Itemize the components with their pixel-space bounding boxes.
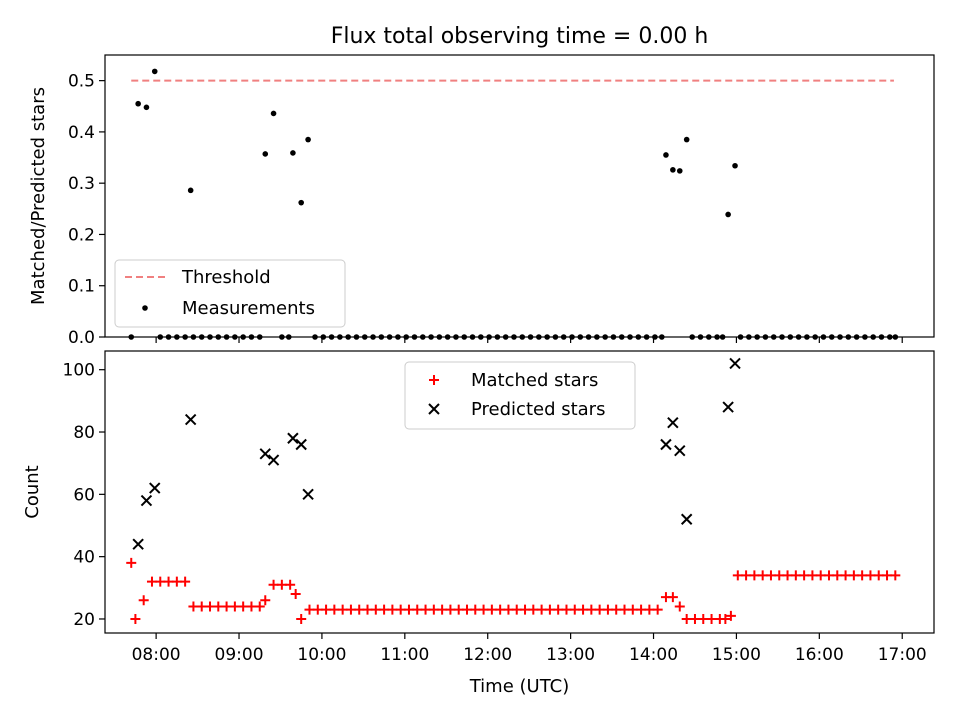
predicted-stars-point <box>660 438 672 451</box>
bottom-y-ticks: 20 40 60 80 100 <box>63 361 105 630</box>
top-panel: Flux total observing time = 0.00 h Match… <box>28 24 935 348</box>
bottom-ylabel: Count <box>22 465 43 518</box>
matched-stars-point <box>254 601 265 612</box>
predicted-stars-point <box>667 416 679 429</box>
matched-stars-point <box>890 570 901 581</box>
y-tick-label: 100 <box>63 361 95 381</box>
measurement-point <box>298 199 304 206</box>
measurement-point <box>732 162 738 169</box>
predicted-stars-point <box>287 432 299 444</box>
top-y-ticks: 0.0 0.1 0.2 0.3 0.4 0.5 <box>68 72 105 348</box>
bottom-legend: Matched stars Predicted stars <box>404 361 636 430</box>
y-tick-label: 0.3 <box>68 174 95 194</box>
bottom-plot-marks <box>126 357 901 624</box>
predicted-stars-point <box>680 513 693 525</box>
matched-stars-point <box>285 579 296 590</box>
matched-stars-point <box>296 613 307 624</box>
x-tick-label: 08:00 <box>132 645 181 665</box>
measurement-point <box>676 168 683 174</box>
bottom-x-ticks: 08:00 09:00 10:00 11:00 12:00 13:00 14:00 15:00… <box>132 633 927 665</box>
measurement-point <box>151 68 158 75</box>
bottom-axes-frame <box>104 350 935 634</box>
measurement-point <box>187 187 194 194</box>
predicted-stars-point <box>302 488 314 501</box>
x-tick-label: 14:00 <box>629 645 678 665</box>
x-tick-label: 09:00 <box>215 645 264 665</box>
y-tick-label: 0.2 <box>68 225 95 245</box>
legend-measurements-label: Measurements <box>182 298 315 319</box>
x-tick-label: 15:00 <box>712 645 761 665</box>
matched-stars-point <box>652 604 663 615</box>
matched-stars-point <box>138 595 149 606</box>
measurement-point <box>670 167 676 173</box>
legend-predicted-swatch <box>428 403 440 415</box>
predicted-stars-point <box>674 445 686 457</box>
matched-stars-point <box>674 601 685 612</box>
measurement-point <box>663 152 669 158</box>
x-tick-label: 11:00 <box>380 645 429 665</box>
matched-stars-point <box>667 592 678 603</box>
x-tick-label: 12:00 <box>463 645 512 665</box>
x-tick-label: 10:00 <box>297 645 346 665</box>
x-tick-label: 17:00 <box>878 645 927 665</box>
measurement-point <box>270 110 277 117</box>
y-tick-label: 0.1 <box>68 277 95 297</box>
predicted-stars-point <box>259 448 271 460</box>
legend-predicted-label: Predicted stars <box>471 399 605 420</box>
legend-box <box>114 259 346 328</box>
legend-threshold-label: Threshold <box>181 267 271 288</box>
measurement-point <box>683 136 690 143</box>
predicted-stars-point <box>729 357 741 370</box>
measurement-point <box>262 151 269 157</box>
legend-matched-label: Matched stars <box>471 370 598 391</box>
measurement-point <box>135 100 141 107</box>
measurement-point <box>143 104 150 111</box>
predicted-stars-point <box>722 401 734 413</box>
x-tick-label: 16:00 <box>795 645 844 665</box>
matched-stars-point <box>290 589 301 600</box>
predicted-stars-point <box>149 482 161 494</box>
predicted-stars-point <box>184 413 197 426</box>
bottom-panel: Count Time (UTC) 20 40 60 80 100 08:00 09:00 1… <box>22 350 935 697</box>
chart-title: Flux total observing time = 0.00 h <box>331 24 709 49</box>
top-axes-frame <box>104 54 935 338</box>
y-tick-label: 80 <box>73 423 95 443</box>
top-ylabel: Matched/Predicted stars <box>28 87 49 305</box>
predicted-stars-point <box>267 454 280 466</box>
predicted-stars-point <box>295 438 307 451</box>
y-tick-label: 0.4 <box>68 123 95 143</box>
predicted-stars-point <box>132 538 144 550</box>
matched-stars-point <box>720 613 731 624</box>
x-tick-label: 13:00 <box>546 645 595 665</box>
matched-stars-point <box>725 610 736 621</box>
legend-measurements-swatch <box>142 305 148 311</box>
measurement-point <box>725 211 731 218</box>
y-tick-label: 60 <box>73 485 95 505</box>
matched-stars-point <box>180 576 191 587</box>
measurement-point <box>305 136 311 143</box>
legend-matched-swatch <box>429 375 439 385</box>
y-tick-label: 0.0 <box>68 328 95 348</box>
legend-box <box>404 361 636 430</box>
top-legend: Threshold Measurements <box>114 259 346 328</box>
measurement-point <box>290 150 296 156</box>
y-tick-label: 20 <box>73 610 95 630</box>
y-tick-label: 0.5 <box>68 72 95 92</box>
y-tick-label: 40 <box>73 548 95 568</box>
matched-stars-point <box>130 613 141 624</box>
bottom-xlabel: Time (UTC) <box>469 676 570 697</box>
matched-stars-point <box>126 557 137 568</box>
predicted-stars-point <box>140 494 153 507</box>
matched-stars-point <box>260 595 271 606</box>
